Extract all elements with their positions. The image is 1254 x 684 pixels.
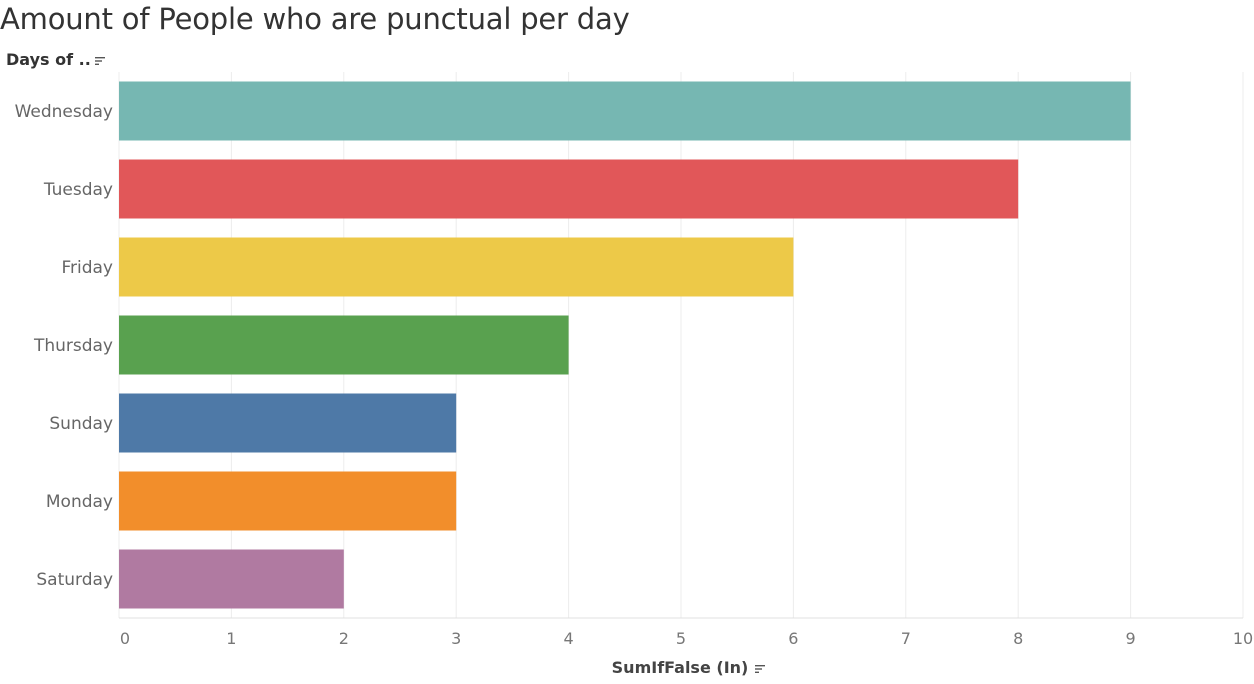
- category-label: Thursday: [33, 336, 113, 356]
- row-header[interactable]: Days of ..: [6, 50, 106, 69]
- x-tick-label: 0: [120, 629, 130, 648]
- category-label: Monday: [46, 492, 113, 512]
- category-label: Tuesday: [43, 180, 113, 200]
- chart-title: Amount of People who are punctual per da…: [0, 2, 630, 36]
- category-label: Friday: [61, 258, 113, 278]
- bar-saturday[interactable]: [119, 549, 344, 609]
- x-tick-label: 9: [1126, 629, 1136, 648]
- category-label: Sunday: [49, 414, 113, 434]
- category-label: Saturday: [36, 570, 113, 590]
- x-tick-label: 2: [339, 629, 349, 648]
- x-tick-label: 7: [901, 629, 911, 648]
- sort-descending-icon[interactable]: [754, 663, 766, 675]
- bar-wednesday[interactable]: [119, 81, 1131, 141]
- x-tick-label: 3: [451, 629, 461, 648]
- bar-friday[interactable]: [119, 237, 794, 297]
- bar-sunday[interactable]: [119, 393, 457, 453]
- bar-thursday[interactable]: [119, 315, 569, 375]
- x-tick-label: 10: [1233, 629, 1253, 648]
- row-header-label: Days of ..: [6, 50, 91, 69]
- x-tick-label: 6: [788, 629, 798, 648]
- x-axis-title-label: SumIfFalse (In): [611, 658, 749, 677]
- category-label: Wednesday: [15, 102, 113, 122]
- x-tick-label: 5: [676, 629, 686, 648]
- x-tick-label: 1: [226, 629, 236, 648]
- x-tick-label: 8: [1013, 629, 1023, 648]
- x-axis-title[interactable]: SumIfFalse (In): [0, 658, 1254, 677]
- bar-tuesday[interactable]: [119, 159, 1019, 219]
- x-tick-label: 4: [564, 629, 574, 648]
- bar-monday[interactable]: [119, 471, 457, 531]
- sort-descending-icon[interactable]: [94, 55, 106, 67]
